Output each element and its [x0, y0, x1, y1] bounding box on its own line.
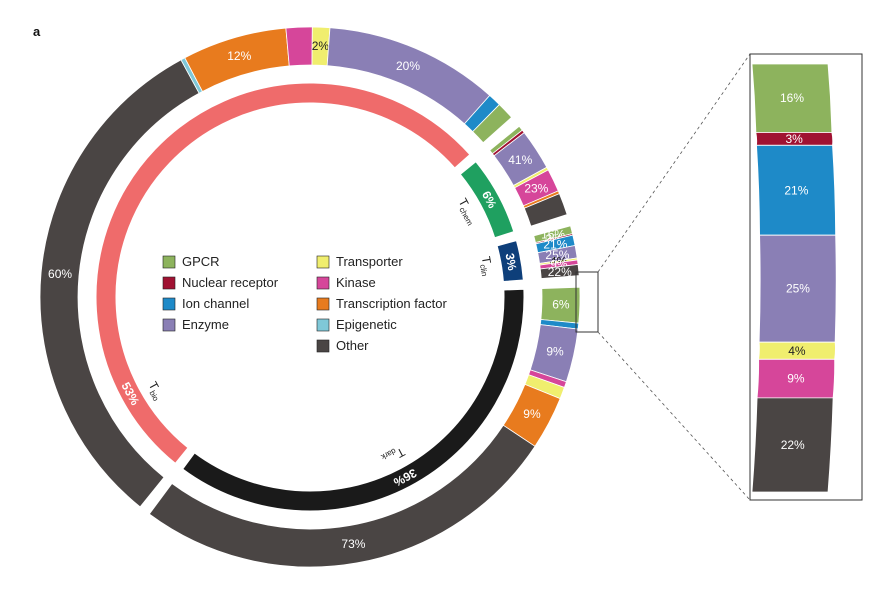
- inset-label-kinase: 9%: [787, 372, 805, 386]
- legend-label-enzyme: Enzyme: [182, 317, 229, 332]
- outer-label-tbio-transporter: 2%: [312, 39, 330, 53]
- legend-label-gpcr: GPCR: [182, 254, 220, 269]
- outer-label-tbio-other: 60%: [48, 267, 72, 281]
- inset-label-enzyme: 25%: [786, 282, 810, 296]
- legend-label-transcription-factor: Transcription factor: [336, 296, 447, 311]
- outer-label-tdark-gpcr: 6%: [552, 298, 570, 312]
- legend-swatch-epigenetic: [316, 318, 330, 332]
- legend-swatch-enzyme: [162, 318, 176, 332]
- ring-name-clin: Tclin: [477, 255, 496, 277]
- legend-label-other: Other: [336, 338, 369, 353]
- outer-label-tdark-transcription-factor: 9%: [523, 407, 541, 421]
- inner-segment-dark: [182, 288, 525, 512]
- inset-label-ion-channel: 21%: [784, 183, 808, 197]
- outer-label-tbio-transcription-factor: 12%: [227, 49, 251, 63]
- legend-swatch-transporter: [316, 255, 330, 269]
- ring-name-chem: Tchem: [454, 196, 481, 228]
- legend-label-nuclear-receptor: Nuclear receptor: [182, 275, 279, 290]
- outer-label-tchem-enzyme: 41%: [508, 153, 532, 167]
- legend-swatch-nuclear-receptor: [162, 276, 176, 290]
- outer-segment-tbio-kinase: [285, 26, 313, 67]
- legend-swatch-ion-channel: [162, 297, 176, 311]
- outer-label-tclin-other: 22%: [548, 265, 572, 279]
- inner-segment-clin: [496, 239, 524, 283]
- legend-label-ion-channel: Ion channel: [182, 296, 249, 311]
- outer-label-tdark-other: 73%: [341, 537, 365, 551]
- panel-label: a: [33, 24, 41, 39]
- zoom-line-top: [597, 53, 751, 273]
- zoom-line-bottom: [597, 331, 751, 501]
- legend-swatch-gpcr: [162, 255, 176, 269]
- outer-segment-tbio-gpcr: [472, 103, 513, 144]
- legend-swatch-transcription-factor: [316, 297, 330, 311]
- ring-name-bio: Tbio: [144, 379, 167, 403]
- outer-segment-tdark-other: [148, 424, 536, 568]
- outer-segment-tclin-other: [539, 263, 580, 279]
- inner-segment-bio: [95, 82, 471, 465]
- ring-name-dark: Tdark: [379, 443, 408, 468]
- legend-label-kinase: Kinase: [336, 275, 376, 290]
- outer-label-tclin-enzyme: 25%: [545, 248, 569, 262]
- legend-swatch-kinase: [316, 276, 330, 290]
- legend-label-epigenetic: Epigenetic: [336, 317, 397, 332]
- inset-segment-other: [751, 397, 834, 493]
- outer-segment-tchem-other: [523, 193, 568, 227]
- outer-label-tbio-enzyme: 20%: [396, 59, 420, 73]
- inner-label-clin: 3%: [503, 252, 520, 272]
- outer-label-tchem-kinase: 23%: [524, 182, 548, 196]
- outer-label-tdark-enzyme: 9%: [546, 345, 564, 359]
- inset-label-transporter: 4%: [788, 344, 806, 358]
- inner-segment-chem: [459, 161, 515, 239]
- legend-swatch-other: [316, 339, 330, 353]
- inset-label-gpcr: 16%: [780, 91, 804, 105]
- inset-label-nuclear-receptor: 3%: [786, 132, 804, 146]
- zoom-box: [575, 271, 599, 333]
- inset-label-other: 22%: [781, 438, 805, 452]
- legend-label-transporter: Transporter: [336, 254, 403, 269]
